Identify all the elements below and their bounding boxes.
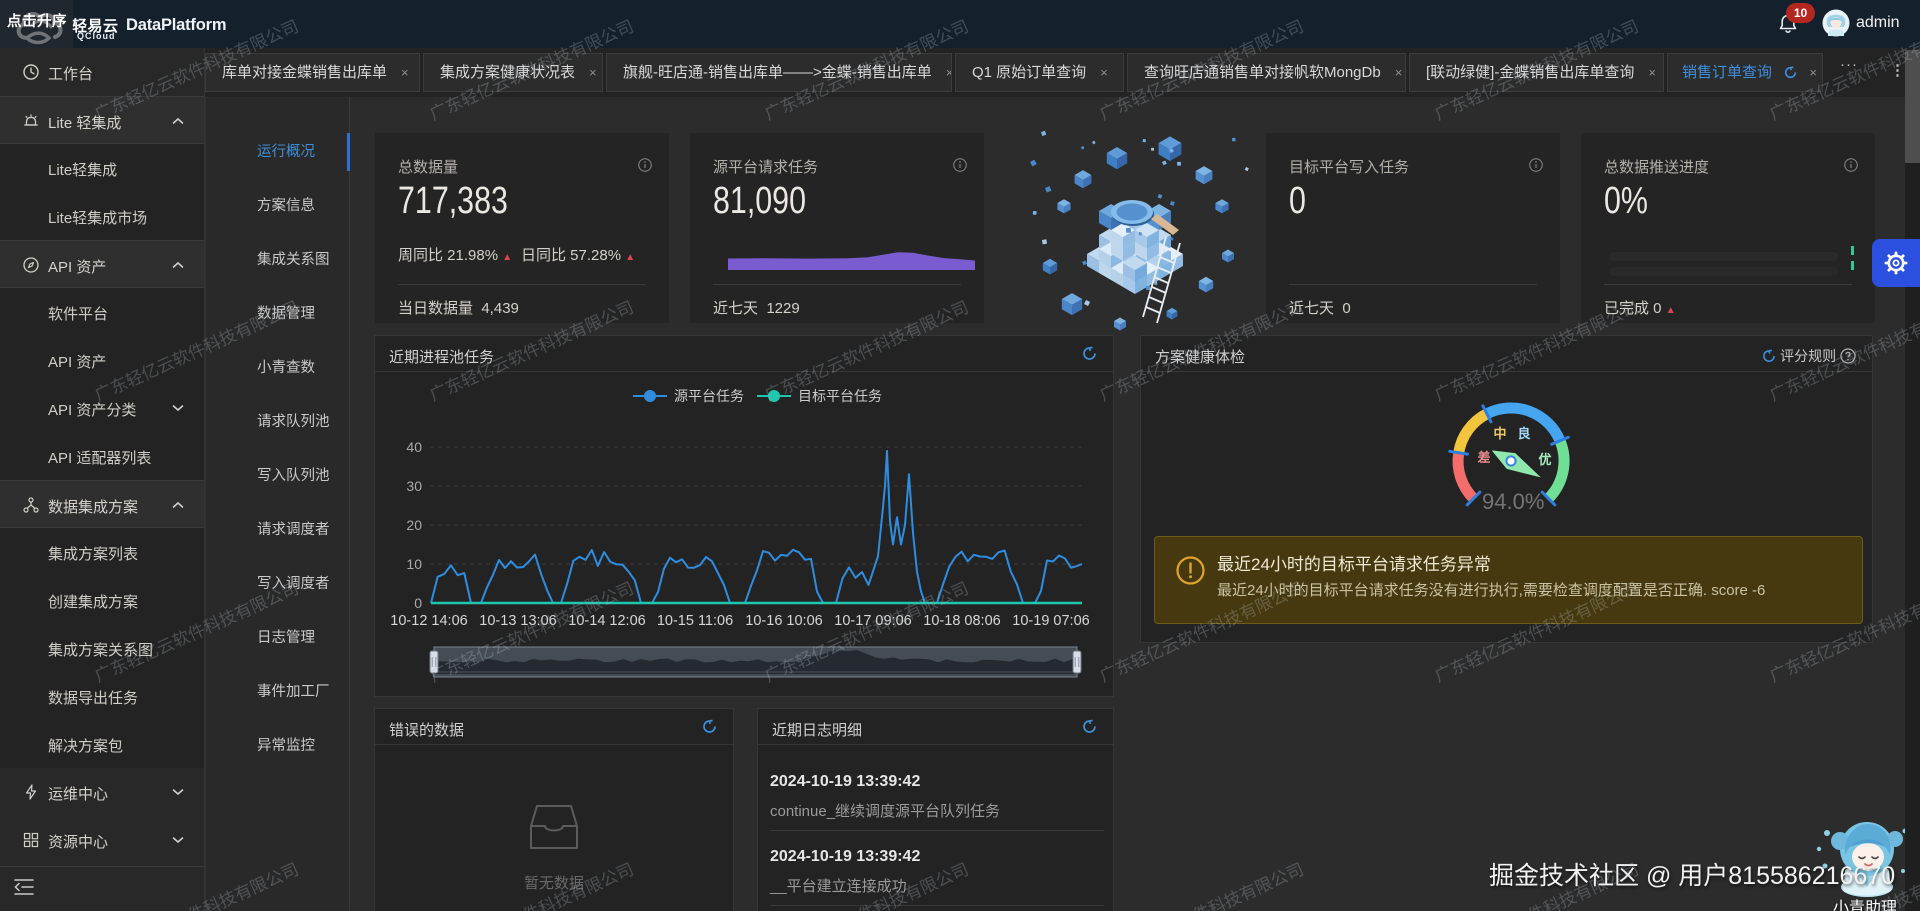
svg-text:10-19 07:06: 10-19 07:06 — [1012, 613, 1089, 629]
svg-text:目标平台任务: 目标平台任务 — [798, 388, 882, 404]
svg-text:40: 40 — [406, 439, 422, 455]
svg-text:10-16 10:06: 10-16 10:06 — [745, 613, 822, 629]
svg-text:10-12 14:06: 10-12 14:06 — [390, 613, 467, 629]
svg-text:10-17 09:06: 10-17 09:06 — [834, 613, 911, 629]
svg-text:0: 0 — [414, 595, 422, 611]
svg-text:10-14 12:06: 10-14 12:06 — [568, 613, 645, 629]
svg-text:30: 30 — [406, 478, 422, 494]
svg-text:10-18 08:06: 10-18 08:06 — [923, 613, 1000, 629]
svg-text:10-13 13:06: 10-13 13:06 — [479, 613, 556, 629]
svg-text:20: 20 — [406, 517, 422, 533]
svg-text:源平台任务: 源平台任务 — [674, 388, 744, 404]
svg-text:差: 差 — [1477, 450, 1490, 465]
svg-text:10-15 11:06: 10-15 11:06 — [657, 613, 733, 629]
svg-text:10: 10 — [406, 556, 422, 572]
svg-text:优: 优 — [1538, 452, 1551, 467]
svg-text:中: 中 — [1493, 426, 1506, 441]
svg-text:良: 良 — [1517, 426, 1530, 441]
